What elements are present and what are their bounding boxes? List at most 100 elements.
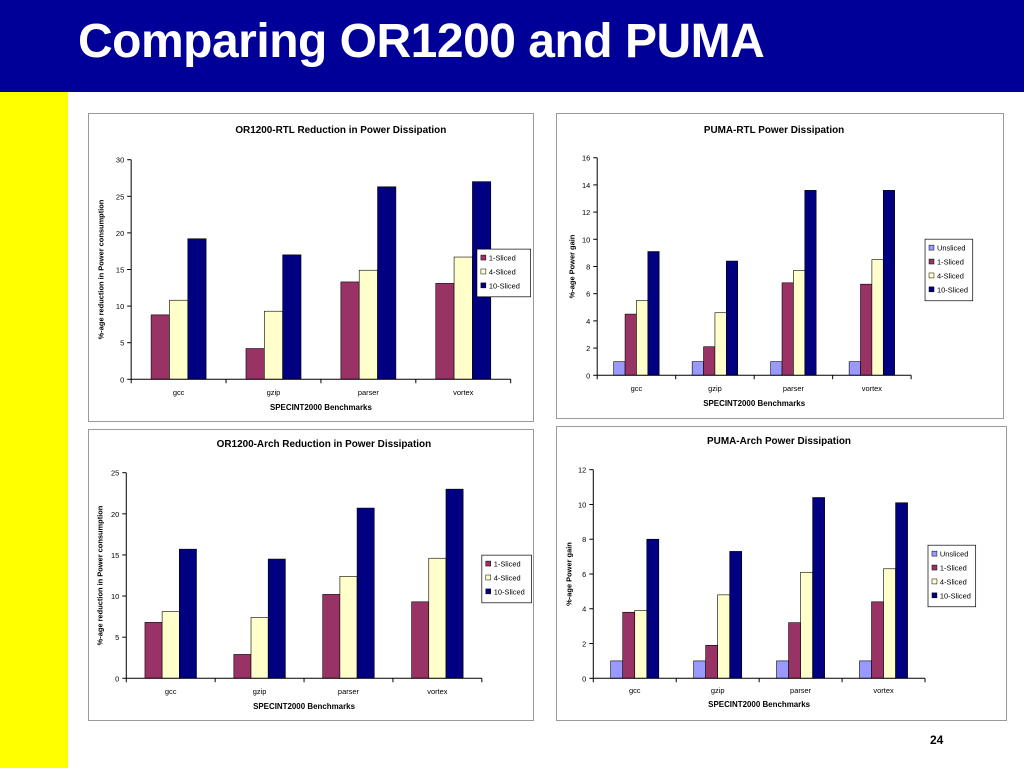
y-axis-label: %-age reduction in Power consumption	[96, 199, 105, 339]
chart-puma-rtl-svg: PUMA-RTL Power Dissipation 0 2 4 6 8 10 12 14 16%…	[567, 125, 974, 408]
category-label: parser	[358, 388, 380, 397]
bar-10-sliced-parser	[804, 190, 817, 376]
y-tick-label: 12	[582, 208, 590, 217]
category-label: parser	[783, 384, 805, 393]
bar-1-sliced-gzip	[703, 346, 716, 376]
y-tick-label: 10	[578, 500, 586, 509]
bar-10-sliced-gcc	[179, 548, 197, 679]
y-tick-label: 20	[116, 229, 124, 238]
bar-1-sliced-gzip	[233, 654, 252, 679]
y-tick-label: 30	[116, 156, 124, 165]
bar-1-sliced-gzip	[245, 348, 265, 380]
category-label: vortex	[873, 686, 894, 695]
bar-unsliced-gzip	[691, 361, 704, 376]
legend-swatch-4-sliced	[480, 268, 487, 275]
y-tick-label: 0	[586, 371, 590, 380]
bar-4-sliced-parser	[339, 576, 358, 679]
legend-label: 1-Sliced	[940, 564, 967, 573]
bar-unsliced-parser	[770, 361, 783, 376]
bar-1-sliced-vortex	[435, 283, 455, 380]
legend-label: Unsliced	[937, 244, 966, 253]
category-label: gcc	[631, 384, 643, 393]
legend-swatch-1-sliced	[931, 564, 938, 571]
bar-4-sliced-gcc	[636, 300, 649, 376]
bar-4-sliced-vortex	[428, 557, 447, 679]
slide-title: Comparing OR1200 and PUMA	[78, 15, 765, 68]
bar-1-sliced-parser	[788, 622, 801, 679]
chart-title: PUMA-RTL Power Dissipation	[704, 125, 844, 136]
chart-title: OR1200-RTL Reduction in Power Dissipatio…	[235, 125, 446, 136]
chart-or1200-arch: OR1200-Arch Reduction in Power Dissipati…	[88, 429, 534, 721]
category-label: vortex	[862, 384, 883, 393]
bar-1-sliced-parser	[340, 281, 360, 380]
bar-unsliced-vortex	[859, 660, 872, 679]
bar-1-sliced-gcc	[144, 622, 163, 679]
bar-4-sliced-vortex	[883, 568, 896, 679]
legend-label: 4-Sliced	[489, 267, 516, 276]
bar-1-sliced-vortex	[860, 283, 873, 376]
x-axis-label: SPECINT2000 Benchmarks	[703, 399, 805, 408]
category-label: parser	[790, 686, 812, 695]
y-tick-label: 0	[120, 375, 124, 384]
y-tick-label: 5	[120, 339, 124, 348]
bar-4-sliced-parser	[793, 270, 806, 376]
bar-10-sliced-vortex	[445, 488, 464, 679]
legend-label: 10-Sliced	[940, 591, 971, 600]
legend-swatch-1-sliced	[485, 560, 492, 567]
y-axis-label: %-age reduction in Power consumption	[95, 505, 104, 645]
y-tick-label: 10	[116, 302, 124, 311]
category-label: vortex	[453, 388, 474, 397]
y-tick-label: 16	[582, 154, 590, 163]
slide-sidebar	[0, 92, 68, 768]
bar-unsliced-parser	[776, 660, 789, 679]
bar-unsliced-vortex	[848, 361, 861, 376]
chart-title: PUMA-Arch Power Dissipation	[707, 436, 851, 447]
y-tick-label: 5	[115, 633, 119, 642]
legend-swatch-4-sliced	[931, 578, 938, 585]
y-tick-label: 8	[586, 262, 590, 271]
category-label: parser	[338, 687, 360, 696]
bar-1-sliced-parser	[781, 282, 794, 376]
bar-10-sliced-gzip	[282, 254, 302, 380]
y-tick-label: 10	[111, 592, 119, 601]
legend-label: Unsliced	[940, 550, 969, 559]
chart-puma-arch-svg: PUMA-Arch Power Dissipation 0 2 4 6 8 10 12 %-ag…	[564, 436, 977, 709]
y-tick-label: 12	[578, 466, 586, 475]
chart-puma-arch: PUMA-Arch Power Dissipation 0 2 4 6 8 10 12 %-ag…	[556, 426, 1007, 721]
bar-1-sliced-gcc	[622, 611, 636, 679]
bar-10-sliced-vortex	[882, 190, 895, 376]
bar-1-sliced-vortex	[871, 601, 884, 679]
bar-10-sliced-parser	[812, 497, 825, 679]
y-tick-label: 15	[111, 551, 119, 560]
legend-label: 4-Sliced	[494, 573, 521, 582]
legend-label: 4-Sliced	[940, 577, 967, 586]
category-label: gzip	[708, 384, 722, 393]
chart-or1200-rtl: OR1200-RTL Reduction in Power Dissipatio…	[88, 113, 534, 422]
category-label: vortex	[427, 687, 448, 696]
y-axis-label: %-age Power gain	[567, 234, 576, 298]
bar-4-sliced-gcc	[161, 611, 180, 679]
x-axis-label: SPECINT2000 Benchmarks	[253, 702, 355, 711]
bar-4-sliced-gzip	[264, 310, 283, 380]
category-label: gzip	[711, 686, 725, 695]
legend-swatch-10-sliced	[485, 588, 492, 595]
bar-unsliced-gzip	[693, 660, 706, 679]
x-axis-label: SPECINT2000 Benchmarks	[708, 700, 810, 709]
y-tick-label: 10	[582, 235, 590, 244]
chart-title: OR1200-Arch Reduction in Power Dissipati…	[217, 439, 431, 450]
category-label: gcc	[165, 687, 177, 696]
y-tick-label: 0	[582, 674, 586, 683]
bar-10-sliced-gcc	[646, 538, 660, 679]
y-tick-label: 15	[116, 265, 124, 274]
category-label: gcc	[173, 388, 185, 397]
bar-4-sliced-gcc	[169, 299, 189, 380]
y-tick-label: 0	[115, 674, 119, 683]
x-axis-label: SPECINT2000 Benchmarks	[270, 403, 372, 412]
legend-label: 1-Sliced	[937, 258, 964, 267]
bar-4-sliced-parser	[800, 571, 813, 679]
y-axis-label: %-age Power gain	[564, 542, 573, 606]
bar-unsliced-gcc	[613, 361, 626, 376]
category-label: gcc	[629, 686, 641, 695]
bar-4-sliced-vortex	[871, 259, 884, 376]
legend-swatch-1-sliced	[480, 254, 487, 261]
